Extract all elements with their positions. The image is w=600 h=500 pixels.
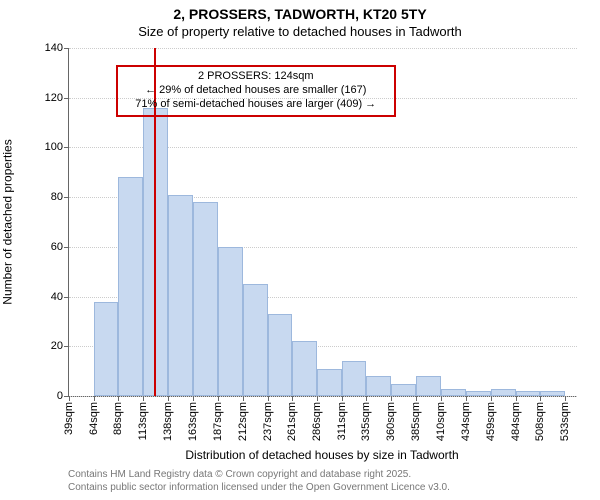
- x-tick-label: 187sqm: [212, 402, 224, 441]
- x-tick: [565, 396, 566, 401]
- chart-title: 2, PROSSERS, TADWORTH, KT20 5TY: [0, 6, 600, 22]
- x-tick-label: 113sqm: [137, 402, 149, 440]
- x-tick: [441, 396, 442, 401]
- x-tick: [516, 396, 517, 401]
- x-tick: [268, 396, 269, 401]
- x-tick-label: 434sqm: [460, 402, 472, 441]
- x-tick-label: 410sqm: [435, 402, 447, 441]
- x-tick-label: 385sqm: [410, 402, 422, 441]
- x-tick-label: 237sqm: [262, 402, 274, 441]
- x-tick-label: 311sqm: [336, 402, 348, 440]
- gridline: [69, 48, 577, 49]
- histogram-bar: [441, 389, 465, 396]
- y-tick: [64, 346, 69, 347]
- x-tick: [143, 396, 144, 401]
- x-tick: [218, 396, 219, 401]
- histogram-bar: [243, 284, 268, 396]
- histogram-bar: [118, 177, 143, 396]
- histogram-bar: [342, 361, 366, 396]
- x-tick-label: 459sqm: [485, 402, 497, 441]
- histogram-bar: [292, 341, 317, 396]
- x-tick-label: 508sqm: [534, 402, 546, 441]
- x-tick-label: 64sqm: [88, 402, 100, 435]
- x-tick: [118, 396, 119, 401]
- histogram-bar: [540, 391, 565, 396]
- y-tick: [64, 48, 69, 49]
- x-axis-label: Distribution of detached houses by size …: [68, 448, 576, 462]
- y-tick-label: 20: [51, 340, 63, 352]
- x-tick: [69, 396, 70, 401]
- x-tick-label: 163sqm: [187, 402, 199, 441]
- y-tick: [64, 247, 69, 248]
- x-tick: [317, 396, 318, 401]
- y-tick: [64, 98, 69, 99]
- y-axis-label: Number of detached properties: [0, 139, 14, 304]
- histogram-bar: [516, 391, 540, 396]
- x-tick: [94, 396, 95, 401]
- x-tick-label: 212sqm: [237, 402, 249, 441]
- footer-line-2: Contains public sector information licen…: [68, 481, 450, 494]
- histogram-bar: [218, 247, 243, 396]
- x-tick: [243, 396, 244, 401]
- chart-subtitle: Size of property relative to detached ho…: [0, 24, 600, 39]
- x-tick: [168, 396, 169, 401]
- gridline: [69, 396, 577, 397]
- x-tick-label: 533sqm: [559, 402, 571, 441]
- histogram-bar: [168, 195, 193, 396]
- histogram-bar: [416, 376, 441, 396]
- plot-area: 02040608010012014039sqm64sqm88sqm113sqm1…: [68, 48, 577, 397]
- callout-line: ← 29% of detached houses are smaller (16…: [123, 84, 389, 98]
- y-tick-label: 120: [45, 92, 63, 104]
- y-tick-label: 40: [51, 291, 63, 303]
- histogram-bar: [366, 376, 391, 396]
- y-tick-label: 100: [45, 141, 63, 153]
- y-tick-label: 60: [51, 241, 63, 253]
- y-tick: [64, 297, 69, 298]
- x-tick-label: 335sqm: [360, 402, 372, 441]
- callout-line: 71% of semi-detached houses are larger (…: [123, 98, 389, 112]
- histogram-bar: [193, 202, 217, 396]
- x-tick: [366, 396, 367, 401]
- x-tick: [416, 396, 417, 401]
- x-tick: [193, 396, 194, 401]
- histogram-bar: [491, 389, 516, 396]
- x-tick: [491, 396, 492, 401]
- histogram-bar: [466, 391, 491, 396]
- histogram-bar: [317, 369, 342, 396]
- x-tick: [342, 396, 343, 401]
- x-tick-label: 138sqm: [162, 402, 174, 441]
- x-tick: [391, 396, 392, 401]
- histogram-bar: [94, 302, 118, 396]
- callout-line: 2 PROSSERS: 124sqm: [123, 70, 389, 84]
- y-tick-label: 140: [45, 42, 63, 54]
- y-tick-label: 0: [57, 390, 63, 402]
- histogram-bar: [268, 314, 292, 396]
- x-tick-label: 360sqm: [385, 402, 397, 441]
- property-size-histogram: 2, PROSSERS, TADWORTH, KT20 5TY Size of …: [0, 0, 600, 500]
- x-tick-label: 484sqm: [510, 402, 522, 441]
- x-tick: [466, 396, 467, 401]
- footer-line-1: Contains HM Land Registry data © Crown c…: [68, 468, 450, 481]
- x-tick-label: 261sqm: [286, 402, 298, 441]
- callout-box: 2 PROSSERS: 124sqm← 29% of detached hous…: [116, 65, 396, 116]
- x-tick-label: 286sqm: [311, 402, 323, 441]
- chart-footer: Contains HM Land Registry data © Crown c…: [68, 468, 450, 494]
- y-tick-label: 80: [51, 191, 63, 203]
- x-tick-label: 39sqm: [63, 402, 75, 435]
- x-tick: [292, 396, 293, 401]
- y-tick: [64, 197, 69, 198]
- y-tick: [64, 147, 69, 148]
- x-tick-label: 88sqm: [112, 402, 124, 435]
- x-tick: [540, 396, 541, 401]
- histogram-bar: [391, 384, 416, 396]
